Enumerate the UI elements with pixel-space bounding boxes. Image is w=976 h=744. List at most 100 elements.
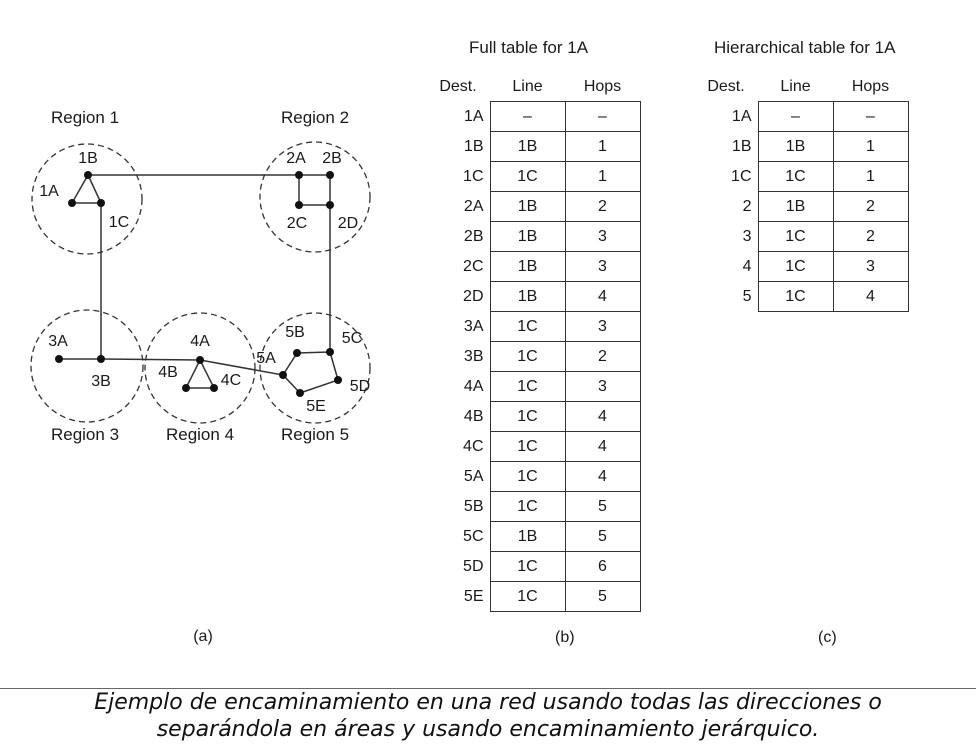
dest-cell: 4B — [463, 407, 484, 425]
table-row: 4 1C 3 — [694, 251, 909, 282]
hops-cell: 1 — [564, 131, 641, 162]
hops-cell: 4 — [564, 461, 641, 492]
node-3B — [97, 355, 105, 363]
hops-cell: 2 — [564, 341, 641, 372]
line-cell: 1C — [757, 281, 834, 312]
dest-cell: 1B — [731, 137, 752, 155]
line-cell: 1B — [489, 251, 566, 282]
node-3A — [55, 355, 63, 363]
hops-cell: 1 — [832, 161, 909, 192]
dest-cell: 1C — [463, 167, 484, 185]
dest-cell: 1A — [463, 107, 484, 125]
table-row: 5D 1C 6 — [426, 551, 641, 582]
hops-cell: 6 — [564, 551, 641, 582]
node-label-3A: 3A — [48, 333, 68, 350]
network-diagram: Region 1 Region 2 Region 3 Region 4 Regi… — [30, 108, 371, 645]
table-row: 2 1B 2 — [694, 191, 909, 222]
line-cell: 1C — [489, 431, 566, 462]
dest-cell: 4 — [742, 257, 752, 275]
node-label-2A: 2A — [286, 150, 306, 167]
node-1B — [84, 171, 92, 179]
hops-cell: 5 — [564, 491, 641, 522]
dest-cell: 4C — [463, 437, 484, 455]
node-5D — [334, 376, 342, 384]
link-3B-4A — [100, 358, 201, 361]
header-hops: Hops — [583, 78, 622, 95]
table-row: 4A 1C 3 — [426, 371, 641, 402]
dest-cell: 5B — [463, 497, 484, 515]
header-hops: Hops — [851, 78, 890, 95]
hops-cell: 3 — [564, 251, 641, 282]
node-label-1B: 1B — [78, 150, 98, 167]
node-label-1C: 1C — [109, 214, 129, 231]
hops-cell: 4 — [564, 401, 641, 432]
dest-cell: 2D — [463, 287, 484, 305]
dest-cell: 5C — [463, 527, 484, 545]
line-cell: 1B — [489, 131, 566, 162]
region-1-boundary — [31, 143, 143, 255]
hops-cell: 5 — [564, 521, 641, 552]
caption-divider — [0, 688, 976, 689]
link-4A-5A — [199, 359, 284, 376]
line-cell: 1C — [757, 221, 834, 252]
node-label-4B: 4B — [158, 364, 178, 381]
dest-cell: 1C — [731, 167, 752, 185]
line-cell: – — [757, 101, 834, 132]
link-1B-1C — [87, 174, 102, 204]
table-row: 1B 1B 1 — [694, 131, 909, 162]
node-1C — [97, 199, 105, 207]
node-label-5C: 5C — [342, 330, 362, 347]
node-4B — [182, 384, 190, 392]
dest-cell: 4A — [463, 377, 484, 395]
table-row: 5E 1C 5 — [426, 581, 641, 612]
hops-cell: 5 — [564, 581, 641, 612]
line-cell: 1B — [489, 221, 566, 252]
hops-cell: 1 — [832, 131, 909, 162]
node-label-5B: 5B — [285, 324, 305, 341]
region-3-boundary — [30, 309, 144, 423]
table-row: 1C 1C 1 — [694, 161, 909, 192]
line-cell: 1C — [489, 581, 566, 612]
line-cell: 1B — [489, 281, 566, 312]
hops-cell: 4 — [564, 431, 641, 462]
table-row: 3B 1C 2 — [426, 341, 641, 372]
hops-cell: 4 — [832, 281, 909, 312]
table-row: 3A 1C 3 — [426, 311, 641, 342]
table-row: 1C 1C 1 — [426, 161, 641, 192]
hops-cell: – — [832, 101, 909, 132]
node-2A — [295, 171, 303, 179]
node-4C — [210, 384, 218, 392]
region-3-label: Region 3 — [51, 425, 119, 444]
full-routing-table: Dest. Line Hops 1A – –1B 1B 1 1C 1C 1 2A 1B 2 2B 1B 3… — [426, 73, 641, 612]
table-row: 3 1C 2 — [694, 221, 909, 252]
region-2-boundary — [259, 141, 371, 253]
table-row: 5A 1C 4 — [426, 461, 641, 492]
region-4-label: Region 4 — [166, 425, 234, 444]
header-line: Line — [780, 78, 811, 95]
dest-cell: 3B — [463, 347, 484, 365]
table-row: 5C 1B 5 — [426, 521, 641, 552]
line-cell: 1C — [489, 551, 566, 582]
table-row: 1A – – — [426, 101, 641, 132]
hops-cell: 1 — [564, 161, 641, 192]
hops-cell: 3 — [832, 251, 909, 282]
link-5B-5C — [296, 351, 331, 354]
line-cell: 1C — [489, 371, 566, 402]
sublabel-a: (a) — [193, 628, 213, 645]
dest-cell: 2C — [463, 257, 484, 275]
dest-cell: 2 — [742, 197, 752, 215]
line-cell: – — [489, 101, 566, 132]
hops-cell: 2 — [832, 191, 909, 222]
link-1B-1A — [71, 174, 89, 204]
full-table-title: Full table for 1A — [469, 38, 589, 57]
node-label-1A: 1A — [39, 183, 59, 200]
line-cell: 1B — [489, 191, 566, 222]
dest-cell: 5E — [463, 587, 484, 605]
table-row: 5B 1C 5 — [426, 491, 641, 522]
link-5E-5A — [282, 374, 301, 394]
table-row: 2B 1B 3 — [426, 221, 641, 252]
line-cell: 1C — [757, 161, 834, 192]
hops-cell: 3 — [564, 221, 641, 252]
node-label-5D: 5D — [350, 378, 370, 395]
table-row: 4B 1C 4 — [426, 401, 641, 432]
